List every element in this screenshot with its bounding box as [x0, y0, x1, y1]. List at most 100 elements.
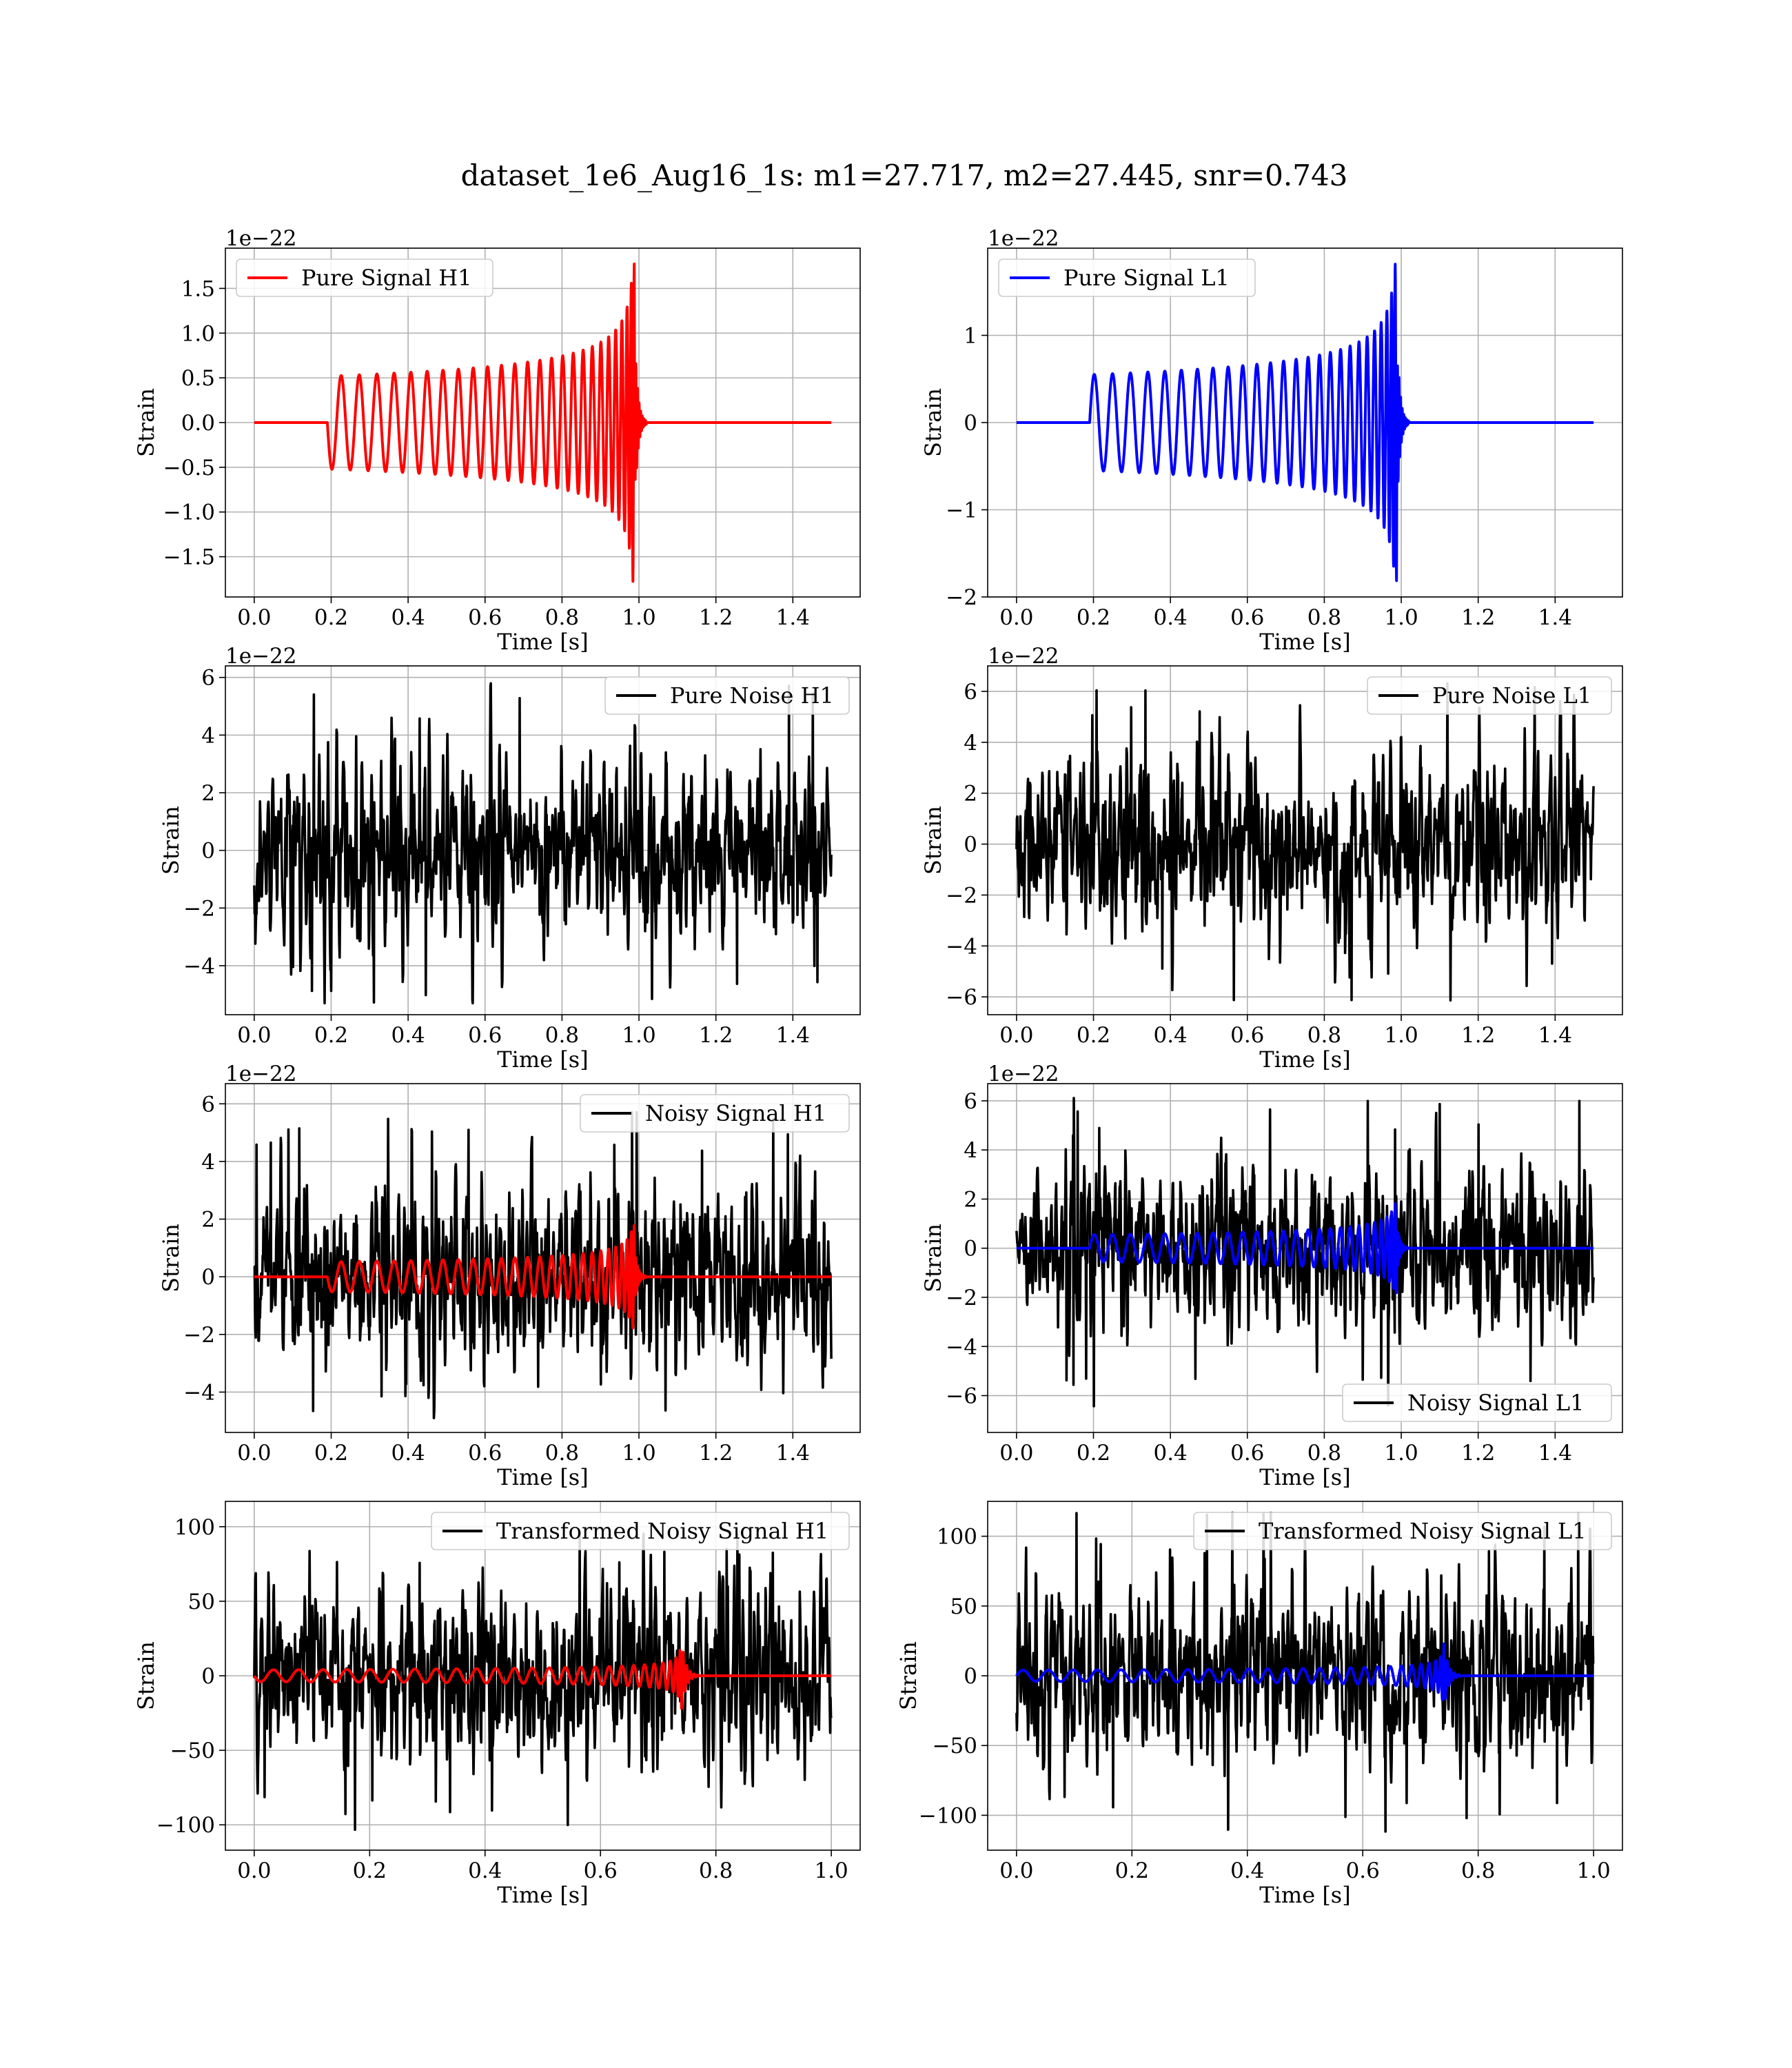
axes-transformed-noisy-signal-l1: 0.0 0.2 0.4 0.6 0.8 1.0 −100 −50 0 50 100 Time [s] S… — [895, 1501, 1623, 1908]
x-tick-label: 1.0 — [814, 1858, 848, 1883]
axes-pure-signal-h1: 0.0 0.2 0.4 0.6 0.8 1.0 1.2 1.4 −1.5 −1.0 −0.5 0.0 0… — [133, 226, 861, 655]
x-tick-label: 1.0 — [1384, 1023, 1418, 1048]
y-tick-label: −2 — [946, 585, 977, 610]
y-tick-label: 4 — [201, 1150, 215, 1175]
x-axis-label: Time [s] — [497, 629, 588, 655]
x-tick-label: 1.0 — [622, 1023, 655, 1048]
axes-pure-noise-l1: 0.0 0.2 0.4 0.6 0.8 1.0 1.2 1.4 −6 −4 −2 0 2 4 6 Time [… — [920, 644, 1623, 1073]
y-tick-label: −0.5 — [163, 456, 215, 480]
y-tick-label: −1.5 — [163, 545, 215, 570]
y-tick-label: 0 — [964, 833, 977, 858]
x-tick-label: 0.4 — [1153, 605, 1187, 630]
y-tick-label: 6 — [201, 666, 215, 691]
axes-pure-signal-l1: 0.0 0.2 0.4 0.6 0.8 1.0 1.2 1.4 −2 −1 0 1 Time [s] St… — [920, 226, 1623, 655]
x-tick-label: 1.2 — [1461, 1441, 1495, 1466]
y-axis-label: Strain — [920, 1224, 946, 1292]
x-tick-label: 0.6 — [1230, 1023, 1264, 1048]
y-tick-label: 0.0 — [181, 411, 215, 436]
series-line-signal — [253, 1224, 833, 1330]
y-tick-label: 0 — [964, 1664, 977, 1689]
y-tick-label: −100 — [156, 1813, 215, 1838]
y-tick-label: 50 — [188, 1590, 215, 1614]
x-tick-label: 0.8 — [545, 1441, 579, 1466]
axes-pure-noise-h1: 0.0 0.2 0.4 0.6 0.8 1.0 1.2 1.4 −4 −2 0 2 4 6 Time [s]… — [158, 644, 861, 1073]
x-tick-label: 0.2 — [1077, 1441, 1110, 1466]
x-tick-label: 0.8 — [699, 1858, 733, 1883]
legend-frame — [431, 1512, 850, 1550]
y-tick-label: 2 — [201, 1208, 215, 1233]
legend-frame — [236, 258, 493, 297]
y-tick-label: −1.0 — [163, 500, 215, 525]
x-tick-label: 0.0 — [237, 1858, 271, 1883]
x-tick-label: 0.0 — [999, 1441, 1033, 1466]
series-group — [1015, 263, 1595, 582]
y-tick-label: 0 — [201, 1265, 215, 1290]
legend: Noisy Signal H1 — [580, 1094, 850, 1133]
legend-label: Transformed Noisy Signal H1 — [496, 1518, 828, 1544]
x-axis-label: Time [s] — [1259, 1464, 1350, 1490]
y-tick-label: −50 — [933, 1734, 977, 1758]
x-axis-label: Time [s] — [497, 1882, 588, 1908]
y-tick-label: 6 — [964, 1089, 977, 1114]
x-tick-label: 0.2 — [314, 605, 348, 630]
y-offset-label: 1e−22 — [988, 226, 1059, 251]
legend: Pure Signal L1 — [998, 258, 1256, 297]
legend-label: Noisy Signal L1 — [1407, 1390, 1585, 1416]
x-tick-label: 0.8 — [1307, 1023, 1341, 1048]
legend-frame — [1342, 1383, 1612, 1422]
x-tick-label: 0.8 — [1307, 1441, 1341, 1466]
y-tick-label: 0 — [201, 1664, 215, 1689]
x-tick-label: 0.8 — [1307, 605, 1341, 630]
x-tick-label: 1.2 — [1461, 1023, 1495, 1048]
x-axis-label: Time [s] — [497, 1464, 588, 1490]
y-tick-label: −2 — [183, 1323, 215, 1348]
legend: Pure Noise H1 — [604, 676, 850, 715]
x-tick-label: 1.4 — [776, 605, 810, 630]
y-tick-label: −2 — [946, 1286, 977, 1310]
x-tick-label: 0.6 — [1346, 1858, 1380, 1883]
y-tick-label: 0 — [964, 1237, 977, 1261]
series-line-noise — [253, 682, 833, 1005]
y-offset-label: 1e−22 — [225, 1062, 297, 1086]
legend-frame — [580, 1094, 850, 1133]
y-tick-label: −4 — [183, 954, 215, 979]
x-tick-label: 0.0 — [237, 605, 271, 630]
series-group — [253, 682, 833, 1005]
x-tick-label: 0.4 — [1153, 1023, 1187, 1048]
y-tick-label: −2 — [183, 896, 215, 921]
y-tick-label: 0 — [201, 839, 215, 864]
x-tick-label: 0.8 — [1461, 1858, 1495, 1883]
y-tick-label: 6 — [201, 1092, 215, 1117]
y-tick-label: 2 — [964, 782, 977, 807]
x-tick-label: 1.0 — [1384, 1441, 1418, 1466]
x-tick-label: 0.4 — [391, 1023, 425, 1048]
y-tick-label: 0 — [964, 411, 977, 436]
x-tick-label: 0.4 — [468, 1858, 502, 1883]
legend-label: Pure Noise L1 — [1432, 682, 1591, 709]
panels: 0.0 0.2 0.4 0.6 0.8 1.0 1.2 1.4 −1.5 −1.0 −0.5 0.0 0… — [133, 226, 1623, 1908]
x-tick-label: 0.2 — [314, 1441, 348, 1466]
x-tick-label: 1.2 — [1461, 605, 1495, 630]
x-tick-label: 0.6 — [468, 1023, 502, 1048]
x-tick-label: 0.2 — [1115, 1858, 1149, 1883]
legend: Transformed Noisy Signal L1 — [1193, 1512, 1612, 1550]
x-tick-label: 0.0 — [999, 605, 1033, 630]
x-tick-label: 0.6 — [584, 1858, 618, 1883]
y-tick-label: 100 — [937, 1525, 977, 1550]
x-tick-label: 1.4 — [776, 1023, 810, 1048]
legend: Pure Signal H1 — [236, 258, 493, 297]
y-offset-label: 1e−22 — [225, 226, 297, 251]
x-tick-label: 0.2 — [1077, 1023, 1110, 1048]
y-tick-label: −6 — [946, 985, 977, 1010]
axes-frame — [225, 1083, 861, 1433]
y-tick-label: −4 — [946, 934, 977, 959]
y-axis-label: Strain — [133, 1641, 159, 1710]
x-tick-label: 1.4 — [1538, 1441, 1572, 1466]
series-line-signal — [1015, 263, 1595, 582]
y-tick-label: 2 — [964, 1187, 977, 1212]
y-offset-label: 1e−22 — [225, 644, 297, 669]
legend-frame — [998, 258, 1256, 297]
legend-label: Pure Noise H1 — [670, 682, 834, 709]
y-tick-label: −100 — [919, 1803, 977, 1828]
